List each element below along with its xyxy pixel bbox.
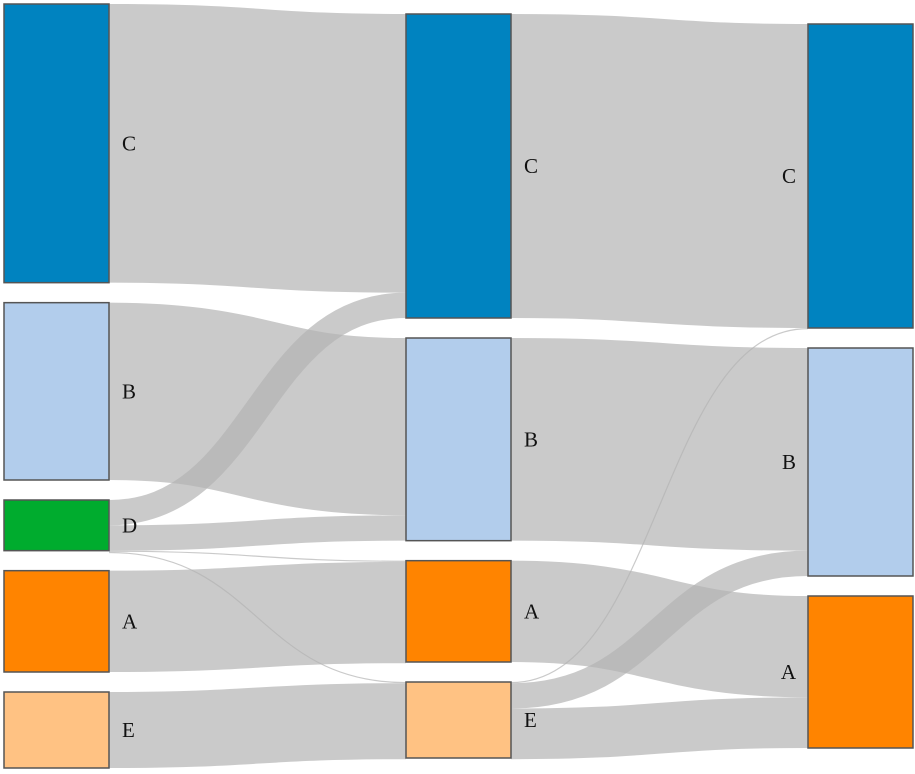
- link-b-to-b-col1: [510, 337, 809, 551]
- sankey-links: [108, 3, 809, 768]
- node-b-col2: [807, 347, 914, 577]
- node-a-col0: [3, 569, 110, 673]
- link-d-to-b-col0: [108, 515, 407, 551]
- link-d-to-a-col0: [108, 550, 407, 562]
- link-e-to-a-col1: [510, 697, 809, 760]
- link-c-to-c-col0: [108, 3, 407, 293]
- node-c-col0: [3, 3, 110, 284]
- node-label-c-col0: C: [122, 131, 136, 155]
- link-c-to-c-col1: [510, 14, 809, 328]
- sankey-labels: C B D A E C B A E C B A: [122, 131, 797, 742]
- link-d-to-c-col0: [108, 292, 407, 526]
- node-label-c-col2: C: [782, 164, 796, 188]
- node-a-col1: [405, 559, 512, 663]
- node-c-col1: [405, 13, 512, 319]
- node-d-col0: [3, 499, 110, 552]
- node-a-col2: [807, 595, 914, 749]
- node-label-b-col0: B: [122, 379, 136, 403]
- node-c-col2: [807, 23, 914, 329]
- link-e-to-c-col1: [510, 328, 809, 684]
- link-a-to-a-col0: [108, 561, 407, 672]
- node-label-b-col1: B: [524, 427, 538, 451]
- node-b-col1: [405, 337, 512, 542]
- node-label-d-col0: D: [122, 513, 137, 537]
- node-label-c-col1: C: [524, 154, 538, 178]
- node-label-e-col1: E: [524, 708, 537, 732]
- node-b-col0: [3, 301, 110, 481]
- node-label-a-col2: A: [781, 660, 797, 684]
- node-label-b-col2: B: [782, 450, 796, 474]
- node-label-a-col1: A: [524, 599, 540, 623]
- node-label-a-col0: A: [122, 609, 138, 633]
- node-e-col0: [3, 691, 110, 769]
- node-label-e-col0: E: [122, 718, 135, 742]
- node-e-col1: [405, 681, 512, 759]
- link-e-to-b-col1: [510, 550, 809, 709]
- link-e-to-e-col0: [108, 683, 407, 768]
- sankey-nodes: [3, 3, 914, 769]
